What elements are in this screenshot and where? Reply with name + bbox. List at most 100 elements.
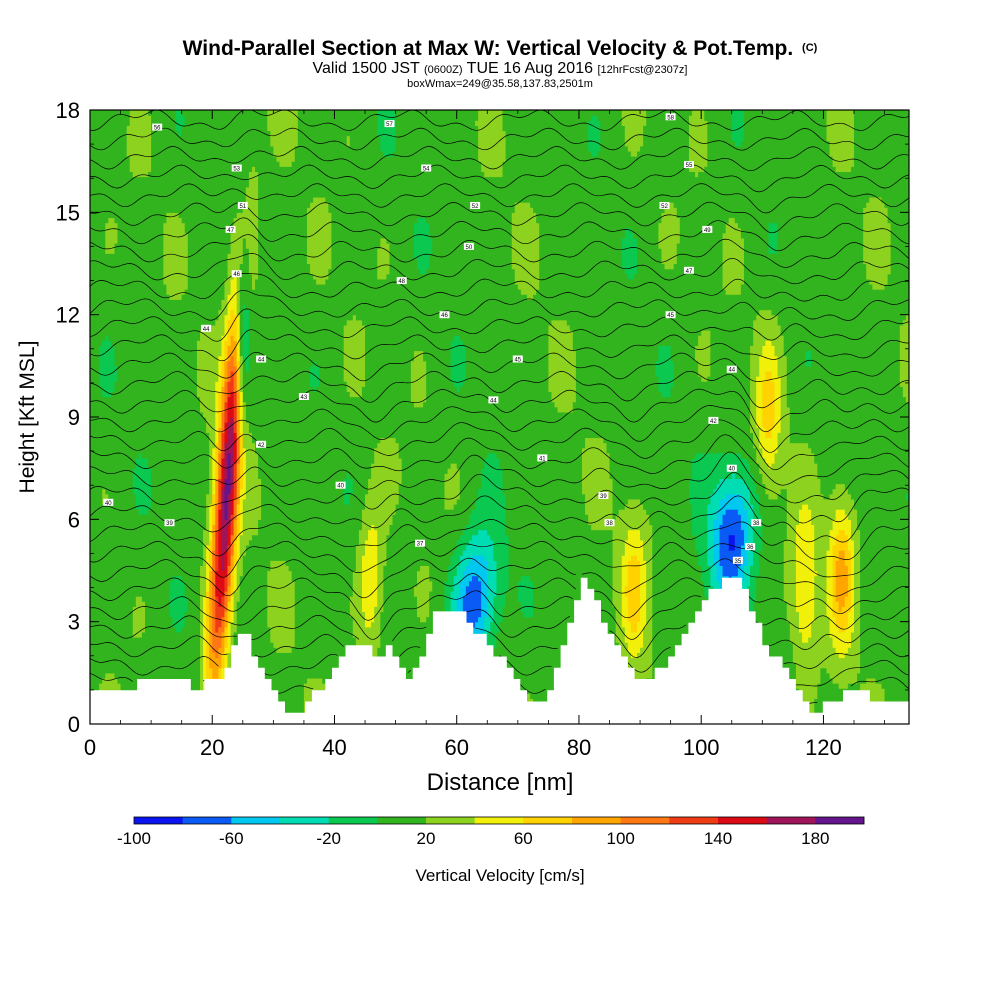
velocity-cell [221, 652, 226, 669]
velocity-cell [184, 289, 189, 597]
svg-text:52: 52 [472, 204, 479, 210]
velocity-cell [548, 110, 553, 326]
velocity-cell [728, 550, 733, 582]
velocity-cell [667, 110, 672, 203]
velocity-cell [853, 509, 858, 684]
isentrope-line [90, 329, 909, 362]
velocity-cell [328, 268, 333, 705]
velocity-cell [196, 110, 201, 341]
velocity-cell [603, 442, 608, 531]
velocity-cell [413, 596, 418, 705]
velocity-cell [145, 514, 149, 724]
velocity-cell [114, 365, 119, 382]
velocity-cell [707, 503, 711, 566]
velocity-cell [111, 391, 116, 674]
velocity-cell [212, 493, 216, 526]
velocity-cell [468, 580, 473, 628]
velocity-cell [490, 621, 494, 659]
velocity-cell [649, 524, 653, 679]
velocity-cell [148, 171, 152, 469]
velocity-cell [698, 452, 702, 566]
isentrope-label: 36 [745, 543, 756, 551]
velocity-cell [740, 237, 745, 285]
velocity-cell [563, 110, 568, 321]
velocity-cell [255, 110, 259, 172]
isentrope-label: 55 [684, 161, 694, 169]
velocity-cell [569, 330, 574, 413]
velocity-cell [737, 145, 742, 229]
velocity-cell [374, 447, 378, 531]
velocity-cell [175, 212, 180, 300]
velocity-cell [633, 273, 638, 500]
x-tick-label: 120 [805, 735, 842, 760]
velocity-cell [646, 110, 650, 515]
velocity-cell [398, 483, 403, 724]
velocity-cell [844, 534, 849, 566]
velocity-cell [759, 309, 763, 357]
velocity-cell [163, 110, 167, 224]
velocity-cell [774, 355, 779, 454]
velocity-cell [166, 294, 171, 715]
velocity-cell [887, 273, 892, 724]
velocity-cell [523, 616, 528, 694]
velocity-cell [215, 631, 219, 659]
velocity-cell [481, 171, 485, 469]
velocity-cell [221, 411, 226, 433]
velocity-cell [227, 565, 232, 587]
colorbar-tick-label: 140 [704, 829, 732, 848]
velocity-cell [850, 166, 855, 500]
velocity-cell [450, 555, 455, 592]
velocity-cell [719, 524, 724, 566]
velocity-cell [624, 145, 629, 229]
velocity-cell [472, 110, 476, 510]
velocity-cell [698, 335, 702, 377]
velocity-cell [884, 283, 889, 705]
velocity-cell [172, 110, 177, 213]
velocity-cell [823, 498, 828, 669]
velocity-cell [701, 171, 705, 331]
velocity-cell [245, 248, 250, 311]
velocity-cell [820, 493, 825, 669]
velocity-cell [805, 642, 809, 724]
velocity-cell [731, 493, 736, 510]
velocity-cell [688, 503, 693, 724]
velocity-cell [468, 110, 473, 515]
velocity-cell [523, 110, 528, 203]
velocity-cell [539, 110, 543, 724]
velocity-cell [218, 452, 223, 479]
svg-text:57: 57 [386, 122, 393, 128]
velocity-cell [802, 642, 806, 720]
velocity-cell [731, 509, 736, 536]
velocity-cell [661, 110, 666, 213]
velocity-cell [835, 534, 840, 561]
isentrope-labels: 56 57 58 53 54 55 51 52 52 47 50 49 46 48 47 44 46 45 44 45… [103, 113, 762, 565]
velocity-cell [530, 616, 534, 700]
velocity-cell [734, 509, 739, 577]
velocity-cell [682, 110, 687, 724]
velocity-cell [875, 196, 880, 290]
velocity-cell [456, 468, 461, 500]
velocity-cell [465, 110, 470, 526]
svg-text:44: 44 [203, 327, 210, 333]
velocity-cell [716, 110, 721, 454]
velocity-cell [221, 616, 226, 633]
velocity-cell [771, 345, 776, 382]
velocity-cell [740, 283, 745, 459]
forecast-info: [12hrFcst@2307z] [597, 64, 688, 76]
velocity-cell [585, 110, 589, 439]
velocity-cell [481, 529, 485, 556]
velocity-cell [768, 437, 773, 469]
velocity-cell [233, 590, 238, 633]
colorbar-segment [426, 817, 475, 824]
velocity-cell [267, 570, 271, 628]
velocity-cell [808, 637, 812, 724]
velocity-cell [670, 202, 675, 270]
velocity-cell [389, 110, 394, 157]
velocity-cell [267, 626, 271, 724]
velocity-cell [316, 110, 320, 198]
velocity-cell [270, 110, 274, 147]
velocity-cell [649, 110, 653, 526]
velocity-cell [551, 401, 556, 724]
velocity-cell [633, 110, 638, 157]
velocity-cell [478, 580, 482, 618]
